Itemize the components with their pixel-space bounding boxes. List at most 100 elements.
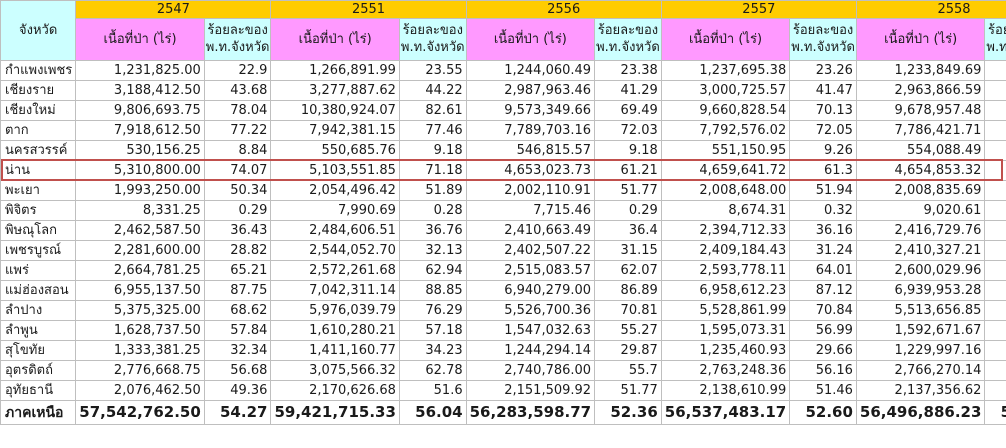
percent-cell[interactable]: 87.12 <box>789 280 857 301</box>
forest-area-cell[interactable]: 1,333,381.25 <box>75 340 205 361</box>
province-cell[interactable]: เชียงใหม่ <box>0 100 77 121</box>
percent-cell[interactable]: 86.99 <box>984 280 1006 301</box>
percent-cell[interactable]: 82.61 <box>398 100 467 121</box>
forest-area-cell[interactable]: 2,600,029.96 <box>855 260 986 281</box>
year-header-2547[interactable]: 2547 <box>75 0 272 19</box>
percent-cell[interactable]: 29.50 <box>984 340 1006 361</box>
forest-area-cell[interactable]: 2,664,781.25 <box>75 260 205 281</box>
province-cell[interactable]: น่าน <box>0 160 77 181</box>
forest-area-cell[interactable]: 2,572,261.68 <box>270 260 400 281</box>
forest-area-cell[interactable]: 10,380,924.07 <box>270 100 400 121</box>
forest-area-cell[interactable]: 1,610,280.21 <box>270 320 400 341</box>
forest-area-cell[interactable]: 2,416,729.76 <box>855 220 986 241</box>
province-cell[interactable]: กำแพงเพชร <box>0 60 77 81</box>
percent-cell[interactable]: 86.89 <box>594 280 662 301</box>
forest-area-cell[interactable]: 5,526,700.36 <box>465 300 596 321</box>
percent-cell[interactable]: 64.01 <box>789 260 857 281</box>
province-cell[interactable]: ลำปาง <box>0 300 77 321</box>
forest-area-header[interactable]: เนื้อที่ป่า (ไร่) <box>270 18 400 61</box>
year-header-2558[interactable]: 2558 <box>855 0 1006 19</box>
percent-cell[interactable]: 32.34 <box>203 340 272 361</box>
forest-area-cell[interactable]: 7,918,612.50 <box>75 120 205 141</box>
percent-cell[interactable]: 64.17 <box>984 260 1006 281</box>
forest-area-cell[interactable]: 3,277,887.62 <box>270 80 400 101</box>
forest-area-cell[interactable]: 1,993,250.00 <box>75 180 205 201</box>
percent-cell[interactable]: 0.28 <box>398 200 467 221</box>
province-cell[interactable]: ภาคเหนือ <box>0 400 77 425</box>
percent-cell[interactable]: 52.36 <box>594 400 662 425</box>
percent-cell[interactable]: 29.87 <box>594 340 662 361</box>
forest-area-cell[interactable]: 2,410,327.21 <box>855 240 986 261</box>
percent-cell[interactable]: 0.33 <box>984 200 1006 221</box>
forest-area-cell[interactable]: 5,528,861.99 <box>660 300 791 321</box>
percent-cell[interactable]: 62.78 <box>398 360 467 381</box>
forest-area-cell[interactable]: 1,229,997.16 <box>855 340 986 361</box>
percent-cell[interactable]: 77.22 <box>203 120 272 141</box>
percent-cell[interactable]: 8.84 <box>203 140 272 161</box>
forest-area-cell[interactable]: 1,266,891.99 <box>270 60 400 81</box>
forest-area-cell[interactable]: 551,150.95 <box>660 140 791 161</box>
forest-area-cell[interactable]: 554,088.49 <box>855 140 986 161</box>
percent-cell[interactable]: 56.04 <box>398 400 467 425</box>
forest-area-cell[interactable]: 3,188,412.50 <box>75 80 205 101</box>
forest-area-cell[interactable]: 2,402,507.22 <box>465 240 596 261</box>
forest-area-cell[interactable]: 1,547,032.63 <box>465 320 596 341</box>
percent-cell[interactable]: 70.84 <box>789 300 857 321</box>
percent-cell[interactable]: 55.7 <box>594 360 662 381</box>
forest-area-cell[interactable]: 1,592,671.67 <box>855 320 986 341</box>
forest-area-cell[interactable]: 2,076,462.50 <box>75 380 205 401</box>
forest-area-cell[interactable]: 59,421,715.33 <box>270 400 400 425</box>
percent-cell[interactable]: 36.43 <box>203 220 272 241</box>
percent-cell[interactable]: 69.96 <box>984 100 1006 121</box>
forest-area-cell[interactable]: 2,002,110.91 <box>465 180 596 201</box>
year-header-2557[interactable]: 2557 <box>660 0 857 19</box>
forest-area-cell[interactable]: 9,573,349.66 <box>465 100 596 121</box>
province-cell[interactable]: พะเยา <box>0 180 77 201</box>
percent-cell[interactable]: 69.49 <box>594 100 662 121</box>
province-cell[interactable]: พิษณุโลก <box>0 220 77 241</box>
percent-cell[interactable]: 68.62 <box>203 300 272 321</box>
percent-cell[interactable]: 70.81 <box>594 300 662 321</box>
percent-cell[interactable]: 54.27 <box>203 400 272 425</box>
percent-cell[interactable]: 70.64 <box>984 300 1006 321</box>
percent-cell[interactable]: 51.77 <box>594 180 662 201</box>
forest-area-cell[interactable]: 6,958,612.23 <box>660 280 791 301</box>
percent-cell[interactable]: 44.22 <box>398 80 467 101</box>
forest-area-cell[interactable]: 1,233,849.69 <box>855 60 986 81</box>
forest-area-cell[interactable]: 2,963,866.59 <box>855 80 986 101</box>
forest-area-cell[interactable]: 2,394,712.33 <box>660 220 791 241</box>
province-cell[interactable]: เพชรบูรณ์ <box>0 240 77 261</box>
percent-cell[interactable]: 76.29 <box>398 300 467 321</box>
percent-cell[interactable]: 0.32 <box>789 200 857 221</box>
percent-cell[interactable]: 56.90 <box>984 320 1006 341</box>
percent-cell[interactable]: 87.75 <box>203 280 272 301</box>
percent-cell[interactable]: 23.26 <box>789 60 857 81</box>
percent-cell[interactable]: 74.07 <box>203 160 272 181</box>
forest-area-cell[interactable]: 7,715.46 <box>465 200 596 221</box>
percent-cell[interactable]: 31.25 <box>984 240 1006 261</box>
percent-cell[interactable]: 36.16 <box>789 220 857 241</box>
forest-area-cell[interactable]: 7,042,311.14 <box>270 280 400 301</box>
forest-area-cell[interactable]: 2,766,270.14 <box>855 360 986 381</box>
forest-area-cell[interactable]: 7,789,703.16 <box>465 120 596 141</box>
percent-cell[interactable]: 61.4 <box>984 160 1006 181</box>
percent-cell[interactable]: 32.13 <box>398 240 467 261</box>
percent-cell[interactable]: 72.03 <box>594 120 662 141</box>
percent-cell[interactable]: 0.29 <box>594 200 662 221</box>
year-header-2556[interactable]: 2556 <box>465 0 662 19</box>
percent-cell[interactable]: 55.98 <box>984 360 1006 381</box>
percent-cell[interactable]: 31.15 <box>594 240 662 261</box>
province-cell[interactable]: เชียงราย <box>0 80 77 101</box>
forest-area-cell[interactable]: 7,942,381.15 <box>270 120 400 141</box>
forest-area-cell[interactable]: 1,237,695.38 <box>660 60 791 81</box>
percent-cell[interactable]: 22.9 <box>203 60 272 81</box>
percent-cell[interactable]: 9.18 <box>398 140 467 161</box>
forest-area-cell[interactable]: 1,411,160.77 <box>270 340 400 361</box>
forest-area-cell[interactable]: 6,955,137.50 <box>75 280 205 301</box>
forest-area-header[interactable]: เนื้อที่ป่า (ไร่) <box>660 18 791 61</box>
forest-area-cell[interactable]: 2,544,052.70 <box>270 240 400 261</box>
year-header-2551[interactable]: 2551 <box>270 0 467 19</box>
percent-of-province-header[interactable]: ร้อยละของพ.ท.จังหวัด <box>789 18 857 61</box>
forest-area-cell[interactable]: 2,151,509.92 <box>465 380 596 401</box>
percent-cell[interactable]: 72.00 <box>984 120 1006 141</box>
